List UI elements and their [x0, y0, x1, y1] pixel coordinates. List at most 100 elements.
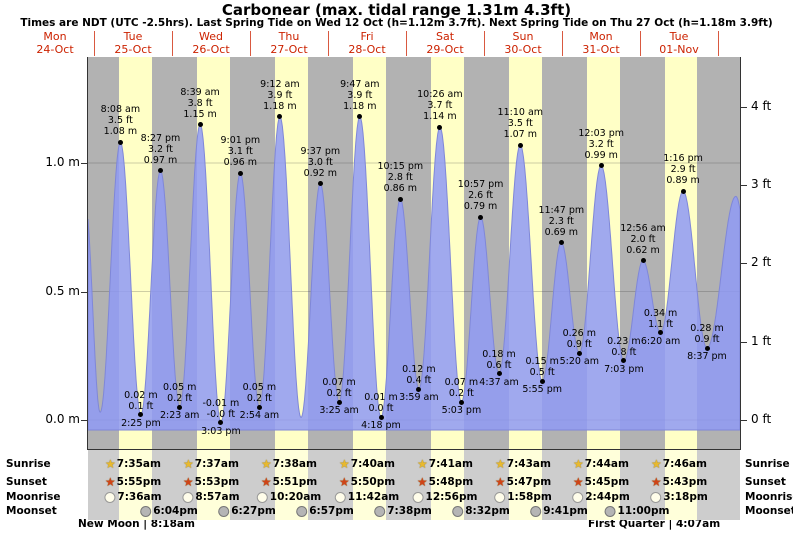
- sunset-entry: ★ 5:45pm: [573, 476, 629, 488]
- low-tide-label: 0.23 m 0.8 ft: [594, 336, 654, 358]
- tide-extreme-dot: [576, 350, 582, 356]
- high-tide-label-line: 0.69 m: [544, 226, 579, 238]
- day-boundary-line: [718, 31, 719, 56]
- day-label-line: Sun: [512, 30, 534, 43]
- day-label: Mon 24-Oct: [20, 30, 90, 56]
- y-axis-label-right: 3 ft: [751, 176, 772, 191]
- high-tide-label-line: 12:03 pm: [578, 127, 625, 139]
- low-tide-time: 6:20 am: [631, 336, 691, 347]
- low-tide-time: 5:20 am: [549, 356, 609, 367]
- y-axis-tick-left: [81, 163, 87, 164]
- moonrise-icon: [494, 491, 506, 503]
- moonrise-entry: 8:57am: [182, 491, 240, 503]
- sunset-entry: ★ 5:50pm: [339, 476, 395, 488]
- high-tide-label: 11:10 am 3.5 ft 1.07 m: [490, 107, 550, 140]
- low-tide-time-line: 2:25 pm: [121, 417, 161, 429]
- day-boundary-line: [94, 31, 95, 56]
- sunset-icon: ★: [182, 475, 194, 489]
- sunrise-row-label-right: Sunrise: [745, 458, 790, 470]
- high-tide-label-line: 8:39 am: [180, 86, 220, 98]
- low-tide-label-line: -0.01 m: [202, 397, 240, 409]
- low-tide-label: 0.28 m 0.9 ft: [677, 323, 737, 345]
- day-label-line: Mon: [43, 30, 67, 43]
- high-tide-label-line: 0.79 m: [463, 201, 498, 212]
- low-tide-time-line: 7:03 pm: [604, 363, 644, 375]
- low-tide-time-line: 4:18 pm: [361, 420, 401, 432]
- moonset-entry: 7:38pm: [374, 505, 432, 517]
- moonrise-icon: [104, 491, 116, 503]
- moonset-icon: [218, 505, 230, 517]
- sunset-row-label-right: Sunset: [745, 476, 786, 488]
- high-tide-label-line: 2.8 ft: [387, 172, 413, 183]
- day-label-line: 01-Nov: [659, 42, 699, 56]
- low-tide-time-line: 8:37 pm: [687, 351, 727, 362]
- sunset-time: 5:55pm: [116, 476, 162, 488]
- day-boundary-line: [250, 31, 251, 56]
- sunset-entry: ★ 5:51pm: [261, 476, 317, 488]
- low-tide-label-line: 0.28 m: [690, 323, 724, 334]
- day-label-line: 29-Oct: [426, 42, 464, 56]
- astro-strip-background: [88, 450, 740, 520]
- moonrise-icon: [650, 491, 662, 503]
- high-tide-label: 10:26 am 3.7 ft 1.14 m: [410, 89, 470, 122]
- moonset-time: 11:00pm: [617, 505, 670, 517]
- low-tide-label: 0.18 m 0.6 ft: [469, 349, 529, 371]
- high-tide-label-line: 3.5 ft: [107, 115, 133, 127]
- moonset-time: 6:27pm: [231, 505, 276, 517]
- high-tide-label-line: 3.0 ft: [307, 156, 333, 168]
- low-tide-label: 0.15 m 0.5 ft: [512, 356, 572, 378]
- high-tide-label-line: 9:12 am: [260, 78, 300, 90]
- tide-extreme-dot: [117, 139, 123, 145]
- high-tide-label: 12:03 pm 3.2 ft 0.99 m: [571, 128, 631, 161]
- day-boundary-line: [562, 31, 563, 56]
- moonset-icon: [452, 505, 464, 517]
- sunrise-entry: ★ 7:35am: [105, 458, 161, 470]
- high-tide-label: 9:37 pm 3.0 ft 0.92 m: [290, 146, 350, 179]
- y-axis-label-right: 4 ft: [751, 98, 772, 113]
- low-tide-time: 5:03 pm: [431, 405, 491, 416]
- high-tide-label-line: 3.2 ft: [588, 138, 614, 150]
- tide-extreme-dot: [256, 404, 262, 410]
- sunset-entry: ★ 5:43pm: [651, 476, 707, 488]
- low-tide-label-line: 0.18 m: [482, 348, 516, 360]
- low-tide-label-line: 0.9 ft: [694, 334, 720, 345]
- day-label: Sun 30-Oct: [488, 30, 558, 56]
- tide-extreme-dot: [357, 114, 363, 120]
- moonset-icon: [296, 505, 308, 517]
- day-label-line: Tue: [669, 30, 689, 43]
- low-tide-time-line: 6:20 am: [640, 335, 681, 347]
- low-tide-label: 0.07 m 0.2 ft: [309, 377, 369, 399]
- tide-extreme-dot: [158, 168, 163, 174]
- tide-extreme-dot: [704, 345, 710, 351]
- high-tide-label: 9:01 pm 3.1 ft 0.96 m: [210, 135, 270, 168]
- high-tide-label-line: 1:16 pm: [663, 153, 703, 165]
- high-tide-label: 8:39 am 3.8 ft 1.15 m: [170, 87, 230, 120]
- high-tide-label-line: 10:26 am: [417, 89, 463, 100]
- low-tide-time-line: 4:37 am: [479, 376, 519, 388]
- sunrise-icon: ★: [261, 457, 272, 471]
- y-axis-label-right: 0 ft: [751, 412, 772, 426]
- high-tide-label-line: 8:27 pm: [140, 132, 181, 144]
- low-tide-time-line: 5:55 pm: [522, 384, 562, 396]
- moonset-icon: [374, 505, 386, 517]
- sunset-icon: ★: [338, 475, 350, 489]
- high-tide-label-line: 10:15 pm: [377, 161, 424, 172]
- moonrise-icon: [412, 491, 424, 503]
- moonrise-entry: 7:36am: [104, 491, 162, 503]
- tide-extreme-dot: [558, 240, 564, 246]
- day-label: Tue 25-Oct: [98, 30, 168, 56]
- sunset-icon: ★: [650, 475, 662, 489]
- high-tide-label-line: 2.9 ft: [670, 164, 696, 176]
- sunset-entry: ★ 5:47pm: [495, 476, 551, 488]
- sunrise-time: 7:43am: [506, 458, 551, 470]
- day-label: Wed 26-Oct: [176, 30, 246, 56]
- low-tide-time-line: 5:03 pm: [441, 405, 482, 416]
- sunrise-entry: ★ 7:40am: [339, 458, 395, 470]
- low-tide-label-line: 0.15 m: [525, 356, 559, 368]
- sunrise-time: 7:44am: [584, 458, 629, 470]
- high-tide-label-line: 3.5 ft: [507, 118, 533, 129]
- high-tide-label: 8:27 pm 3.2 ft 0.97 m: [131, 133, 191, 166]
- sunrise-time: 7:46am: [662, 458, 707, 470]
- moonset-entry: 11:00pm: [604, 505, 670, 517]
- low-tide-time: 4:37 am: [469, 377, 529, 388]
